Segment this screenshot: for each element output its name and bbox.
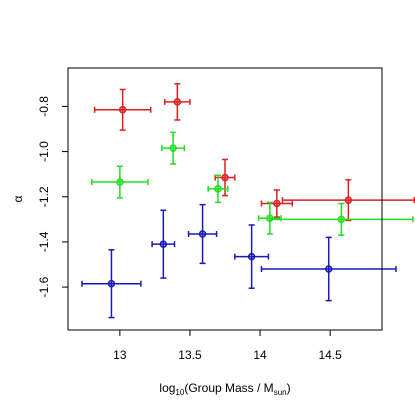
data-point-group bbox=[151, 209, 176, 279]
data-point bbox=[159, 240, 168, 248]
data-point-group bbox=[81, 249, 142, 319]
data-point bbox=[324, 265, 333, 273]
series-0 bbox=[93, 83, 415, 222]
y-tick-label-2: -1.2 bbox=[37, 186, 51, 207]
y-tick-label-0: -0.8 bbox=[37, 96, 51, 117]
y-tick-label-1: -1.0 bbox=[37, 141, 51, 162]
data-point-group bbox=[269, 202, 414, 236]
data-point-group bbox=[163, 83, 191, 121]
series-1 bbox=[91, 131, 414, 236]
data-point bbox=[107, 279, 116, 288]
data-points bbox=[81, 83, 415, 319]
data-point bbox=[173, 98, 182, 106]
data-point bbox=[247, 252, 256, 261]
y-tick-label-4: -1.6 bbox=[37, 276, 51, 297]
data-point bbox=[337, 215, 346, 224]
plot-frame bbox=[67, 67, 383, 331]
data-point-group bbox=[260, 189, 294, 218]
data-point bbox=[221, 173, 229, 182]
y-axis-title: α bbox=[11, 195, 25, 202]
data-point-group bbox=[207, 174, 229, 204]
data-point-group bbox=[161, 131, 186, 165]
data-point bbox=[214, 185, 222, 193]
data-point-group bbox=[234, 224, 270, 289]
x-tick-label-2: 14 bbox=[253, 348, 267, 362]
data-point-group bbox=[91, 165, 149, 199]
data-point-group bbox=[281, 179, 415, 222]
y-tick-label-3: -1.4 bbox=[37, 231, 51, 252]
data-point bbox=[118, 106, 127, 114]
axes: 13 13.5 14 14.5 -0.8 -1.0 -1.2 -1.4 -1.6 bbox=[37, 96, 342, 362]
x-tick-label-0: 13 bbox=[113, 348, 127, 362]
x-axis-title: log10(Group Mass / Msun) bbox=[159, 381, 290, 397]
data-point-group bbox=[187, 203, 218, 265]
data-point bbox=[169, 144, 177, 152]
series-2 bbox=[81, 203, 397, 319]
data-point bbox=[344, 196, 353, 204]
x-tick-label-1: 13.5 bbox=[178, 348, 202, 362]
data-point bbox=[198, 230, 207, 238]
data-point-group bbox=[260, 236, 397, 302]
data-point bbox=[116, 178, 124, 186]
x-tick-label-3: 14.5 bbox=[318, 348, 342, 362]
data-point bbox=[273, 199, 281, 208]
data-point-group bbox=[93, 88, 152, 131]
